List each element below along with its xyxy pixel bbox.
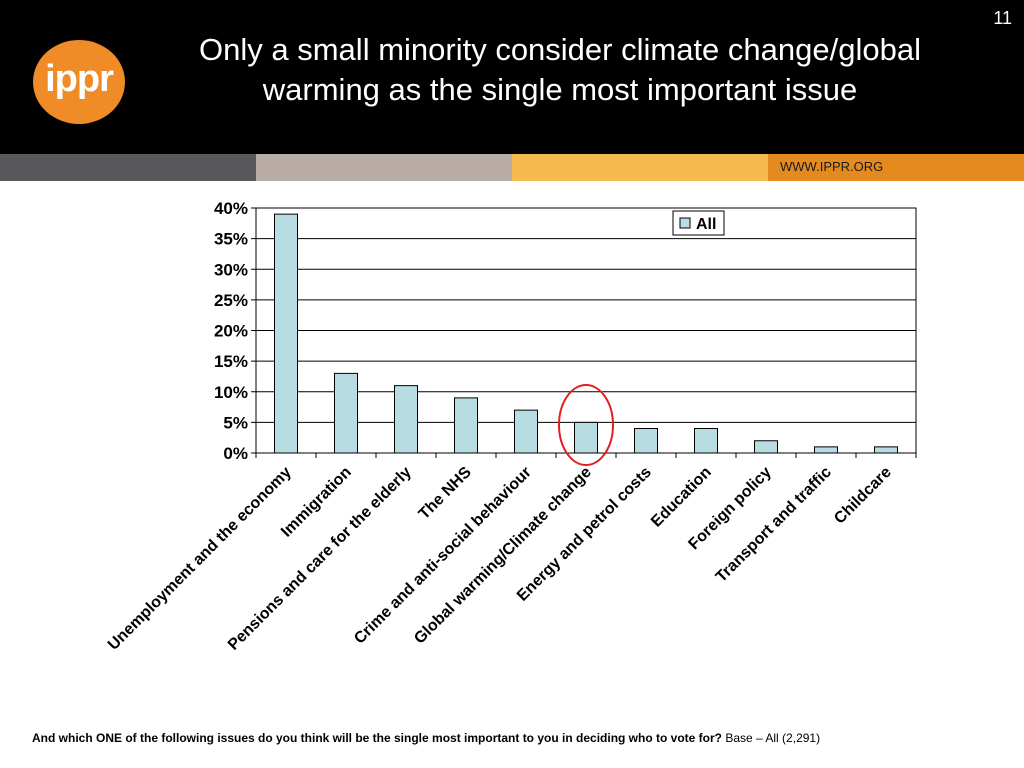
ippr-logo: ippr <box>33 40 125 124</box>
bar-chart: 0% 5% 10% 15% 20% 25% 30% 35% 40% Unemployment an… <box>105 199 917 654</box>
y-tick-label: 25% <box>214 291 248 310</box>
slide-title: Only a small minority consider climate c… <box>150 30 970 110</box>
y-tick-label: 10% <box>214 383 248 402</box>
bar <box>574 421 598 454</box>
title-line-2: warming as the single most important iss… <box>262 72 858 107</box>
y-tick-label: 40% <box>214 199 248 218</box>
stripe-orange <box>768 154 1024 181</box>
stripe-light-orange <box>512 154 768 181</box>
y-tick-label: 30% <box>214 260 248 279</box>
bar <box>274 213 298 454</box>
legend-swatch <box>679 217 691 229</box>
stripe-taupe <box>256 154 512 181</box>
y-tick-label: 5% <box>223 413 248 432</box>
bar <box>814 446 838 454</box>
bar <box>334 372 358 454</box>
survey-base: Base – All (2,291) <box>725 731 821 745</box>
page-number: 11 <box>993 8 1012 28</box>
x-tick-label: Unemployment and the economy <box>105 464 295 654</box>
y-tick-label: 35% <box>214 230 248 249</box>
bar <box>514 409 538 454</box>
highlight-circle <box>558 384 614 466</box>
legend-label: All <box>696 216 716 233</box>
y-tick-label: 0% <box>223 444 248 463</box>
header-bar: ippr Only a small minority consider clim… <box>0 0 1024 154</box>
footer-note: And which ONE of the following issues do… <box>32 731 820 745</box>
bar <box>874 446 898 454</box>
title-line-1: Only a small minority consider climate c… <box>199 32 921 67</box>
stripe-dark-grey <box>0 154 256 181</box>
y-tick-label: 20% <box>214 322 248 341</box>
bar <box>754 440 778 454</box>
bar <box>394 385 418 454</box>
y-tick-label: 15% <box>214 352 248 371</box>
x-tick-label: Transport and traffic <box>713 464 835 586</box>
x-tick-label: Childcare <box>831 464 895 528</box>
x-tick-label: The NHS <box>416 464 475 523</box>
website-link[interactable]: WWW.IPPR.ORG <box>780 159 884 174</box>
bar <box>634 428 658 454</box>
survey-question: And which ONE of the following issues do… <box>32 731 723 745</box>
bar <box>694 428 718 454</box>
logo-text: ippr <box>45 57 114 100</box>
bar <box>454 397 478 454</box>
